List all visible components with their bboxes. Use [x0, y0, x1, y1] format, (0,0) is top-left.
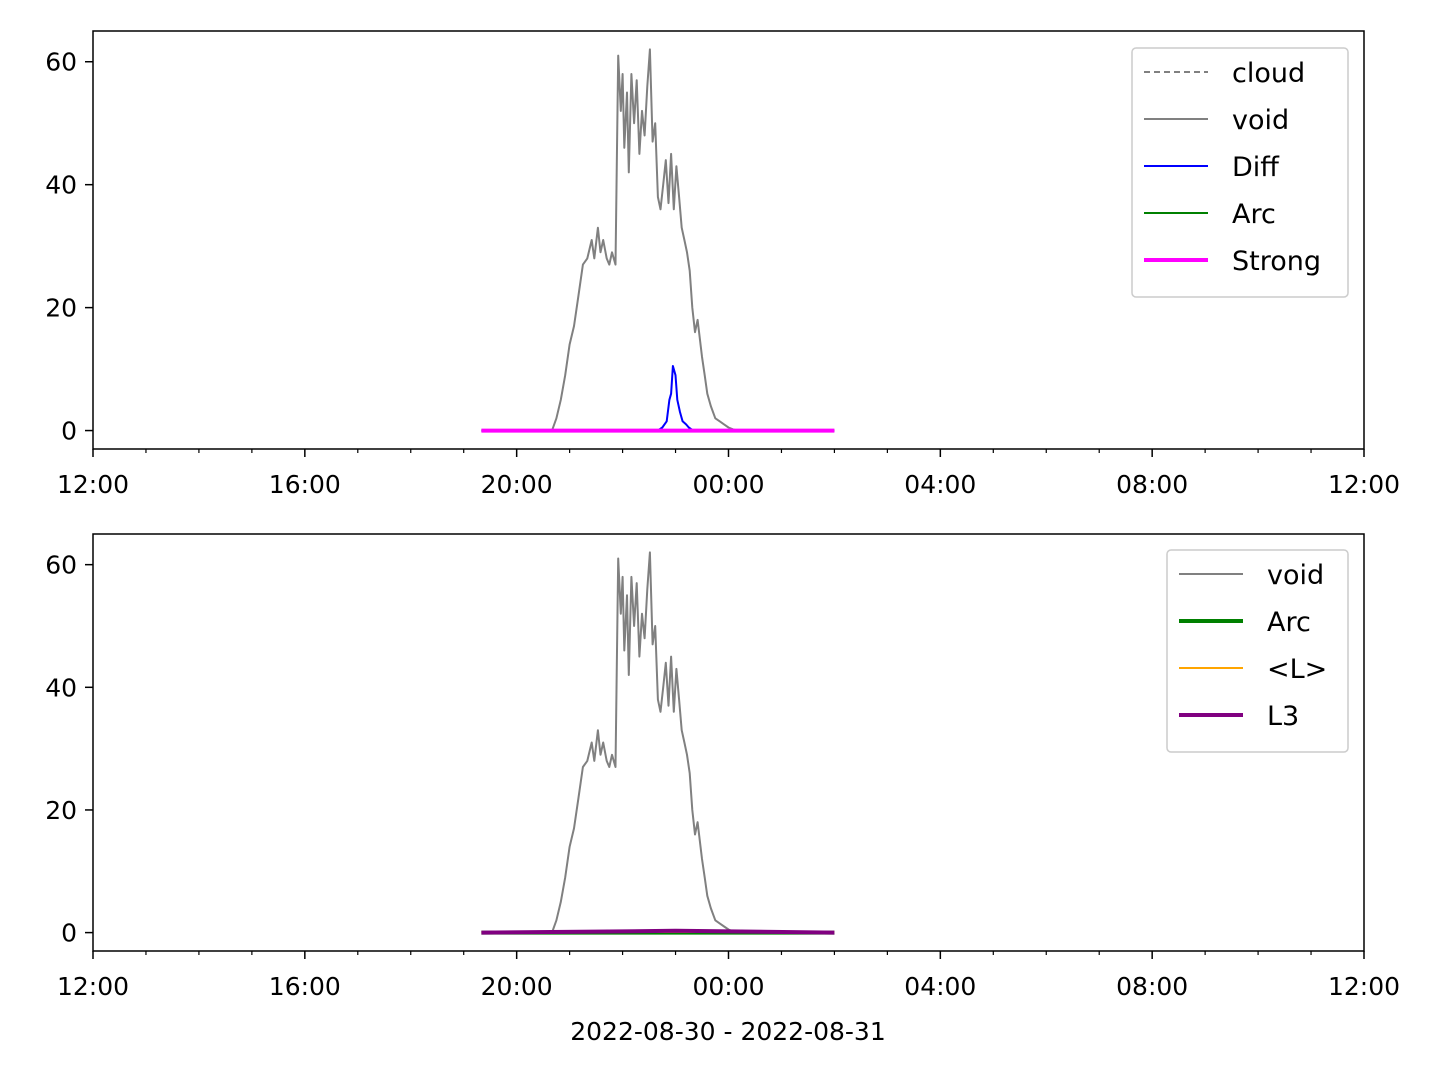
x-tick-label: 04:00: [904, 972, 976, 1001]
top-subplot: 12:00 16:00 20:00 00:00 04:00 08:00 12:00 0 20 40…: [45, 30, 1400, 499]
x-tick-label: 16:00: [269, 470, 341, 499]
top-legend: cloud void Diff Arc Strong: [1131, 47, 1349, 298]
legend-label: Arc: [1267, 607, 1311, 638]
series-line-diff: [481, 365, 835, 432]
y-tick-label: 0: [61, 919, 77, 948]
series-line-l3: [481, 928, 835, 935]
x-tick-label: 08:00: [1116, 470, 1188, 499]
top-axis-ticks: 12:00 16:00 20:00 00:00 04:00 08:00 12:00 0 20 40…: [45, 48, 1400, 499]
y-tick-label: 40: [45, 673, 77, 702]
x-tick-label: 20:00: [481, 972, 553, 1001]
x-tick-label: 12:00: [57, 470, 129, 499]
series-line-void: [551, 551, 747, 934]
y-tick-label: 60: [45, 551, 77, 580]
x-tick-label: 16:00: [269, 972, 341, 1001]
x-tick-label: 12:00: [1328, 972, 1400, 1001]
top-series-lines: [481, 48, 835, 433]
legend-label: cloud: [1232, 58, 1305, 89]
x-tick-label: 12:00: [57, 972, 129, 1001]
bottom-series-lines: [481, 551, 835, 935]
x-tick-label: 12:00: [1328, 470, 1400, 499]
x-tick-label: 00:00: [692, 972, 764, 1001]
legend-label: <L>: [1267, 654, 1327, 685]
bottom-x-axis-label: 2022-08-30 - 2022-08-31: [570, 1017, 886, 1046]
bottom-plot-area: [92, 533, 1365, 952]
legend-label: void: [1267, 560, 1324, 591]
y-tick-label: 60: [45, 48, 77, 77]
legend-label: Diff: [1232, 152, 1280, 183]
legend-box: [1166, 549, 1349, 753]
y-tick-label: 20: [45, 796, 77, 825]
y-tick-label: 0: [61, 417, 77, 446]
y-tick-label: 40: [45, 171, 77, 200]
y-tick-label: 20: [45, 294, 77, 323]
x-tick-label: 00:00: [692, 470, 764, 499]
legend-label: void: [1232, 105, 1289, 136]
legend-label: L3: [1267, 701, 1299, 732]
x-tick-label: 08:00: [1116, 972, 1188, 1001]
legend-box: [1131, 47, 1349, 298]
x-tick-label: 04:00: [904, 470, 976, 499]
x-tick-label: 20:00: [481, 470, 553, 499]
series-line-void: [551, 48, 747, 432]
legend-label: Arc: [1232, 199, 1276, 230]
bottom-legend: void Arc <L> L3: [1166, 549, 1349, 753]
bottom-axis-ticks: 12:00 16:00 20:00 00:00 04:00 08:00 12:00 0 20 40…: [45, 551, 1400, 1001]
legend-label: Strong: [1232, 246, 1321, 277]
bottom-subplot: 12:00 16:00 20:00 00:00 04:00 08:00 12:00 0 20 40…: [45, 533, 1400, 1046]
